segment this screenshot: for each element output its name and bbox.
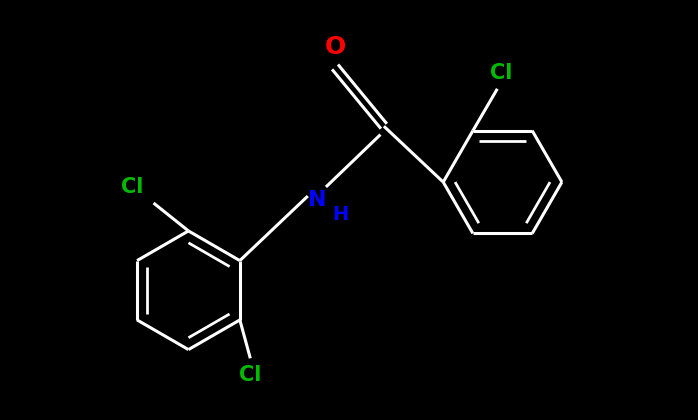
Text: O: O: [325, 34, 346, 58]
Text: Cl: Cl: [239, 365, 262, 385]
Text: Cl: Cl: [121, 177, 143, 197]
Text: H: H: [332, 205, 348, 224]
Text: Cl: Cl: [489, 63, 512, 83]
Text: N: N: [309, 189, 327, 210]
